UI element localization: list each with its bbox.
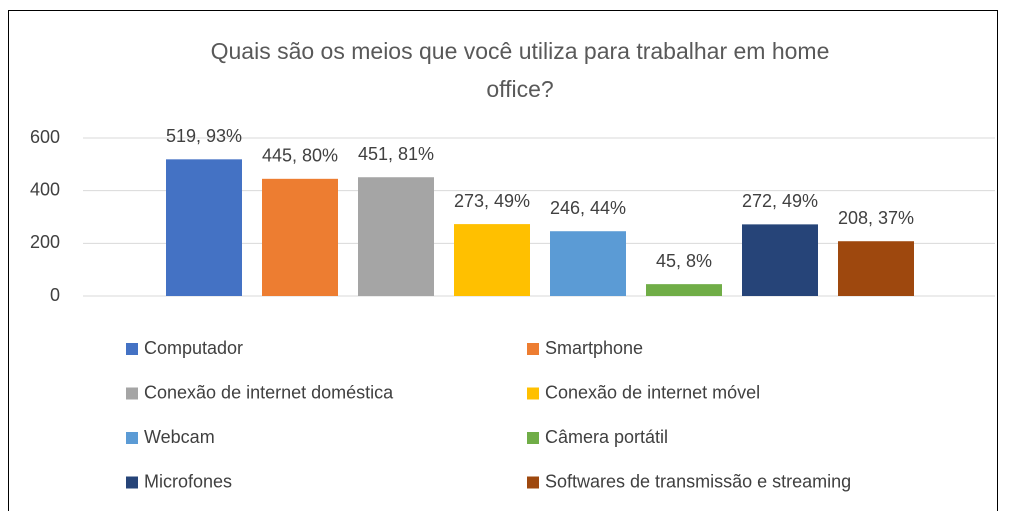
legend-swatch	[126, 343, 138, 355]
legend-swatch	[527, 387, 539, 400]
y-tick-label: 0	[50, 285, 60, 305]
legend-swatch	[126, 387, 138, 400]
chart-frame	[8, 10, 998, 511]
legend-label: Conexão de internet doméstica	[144, 382, 394, 402]
legend-swatch	[527, 343, 539, 355]
legend-label: Microfones	[144, 471, 232, 491]
bar	[550, 231, 626, 296]
data-label: 519, 93%	[166, 126, 242, 146]
legend-label: Softwares de transmissão e streaming	[545, 471, 851, 491]
data-label: 208, 37%	[838, 208, 914, 228]
legend-swatch	[126, 476, 138, 489]
legend-label: Computador	[144, 338, 243, 358]
legend-label: Webcam	[144, 427, 215, 447]
bar	[742, 224, 818, 296]
bar	[358, 177, 434, 296]
bar	[838, 241, 914, 296]
data-label: 272, 49%	[742, 191, 818, 211]
legend-label: Smartphone	[545, 338, 643, 358]
data-label: 246, 44%	[550, 198, 626, 218]
bar	[454, 224, 530, 296]
data-label: 451, 81%	[358, 144, 434, 164]
bar	[646, 284, 722, 296]
y-tick-label: 600	[30, 127, 60, 147]
legend-label: Câmera portátil	[545, 427, 668, 447]
chart-title: Quais são os meios que você utiliza para…	[210, 38, 830, 102]
bar	[166, 159, 242, 296]
legend-swatch	[527, 476, 539, 489]
legend-label: Conexão de internet móvel	[545, 382, 760, 402]
y-tick-label: 200	[30, 232, 60, 252]
legend-swatch	[527, 432, 539, 444]
data-label: 273, 49%	[454, 191, 530, 211]
data-label: 445, 80%	[262, 146, 338, 166]
legend-swatch	[126, 432, 138, 444]
bar	[262, 178, 338, 296]
data-label: 45, 8%	[656, 251, 712, 271]
y-tick-label: 400	[30, 179, 60, 199]
